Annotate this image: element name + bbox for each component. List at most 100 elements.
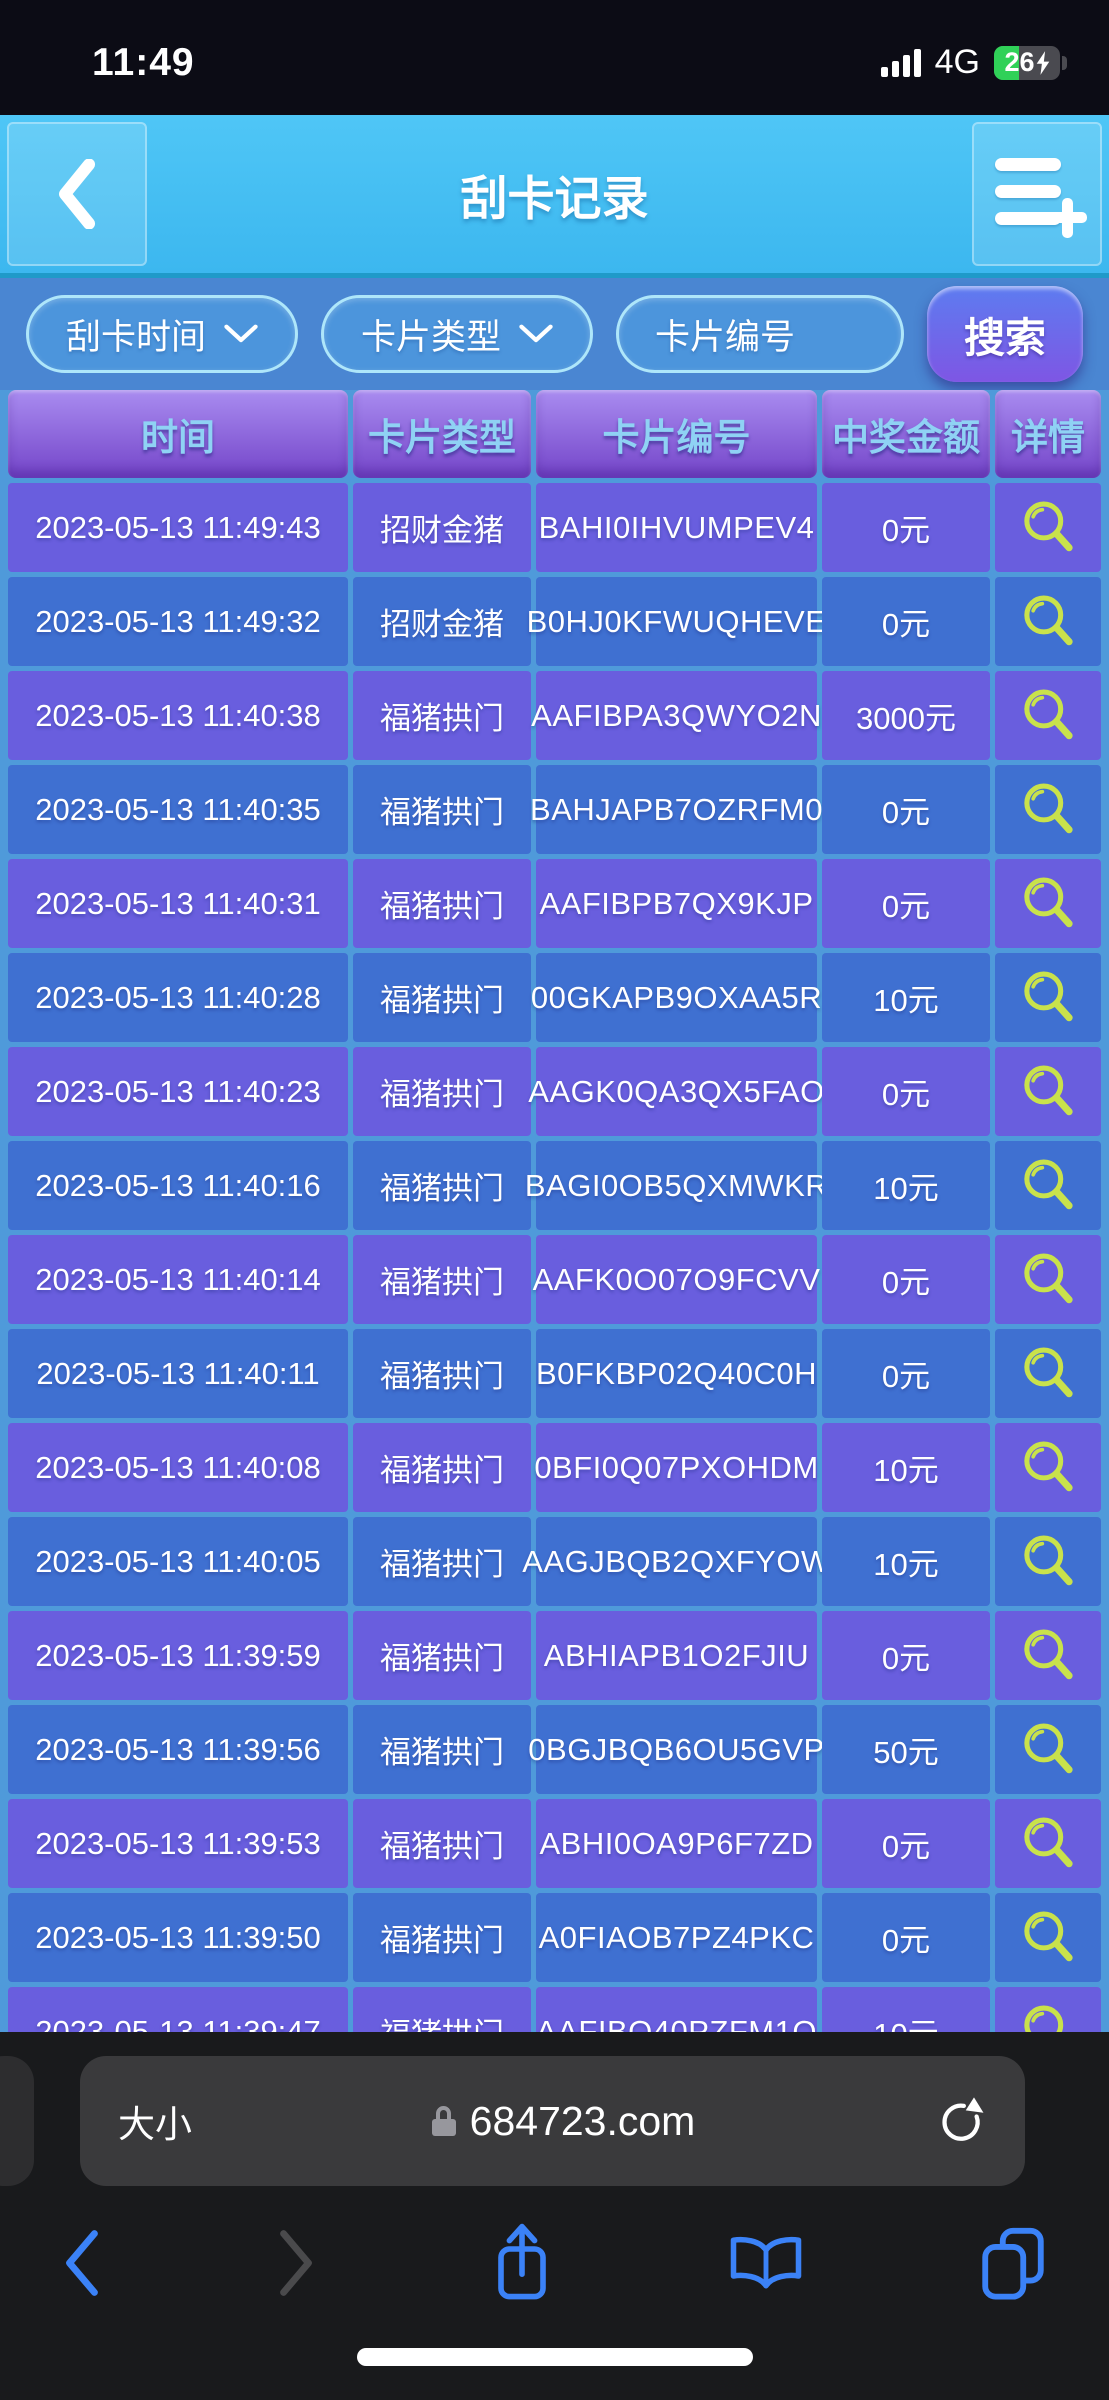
cell-prize-amount: 3000元	[822, 671, 990, 760]
status-time: 11:49	[92, 40, 195, 84]
card-type-filter[interactable]: 卡片类型	[321, 295, 593, 373]
share-button[interactable]	[491, 2221, 553, 2305]
column-header-time: 时间	[8, 390, 348, 478]
cell-prize-amount: 0元	[822, 1893, 990, 1982]
cell-card-number: 00GKAPB9OXAA5R	[531, 953, 822, 1042]
reload-button[interactable]	[935, 2095, 987, 2147]
cell-prize-amount: 0元	[822, 577, 990, 666]
details-button[interactable]	[995, 577, 1101, 666]
magnifier-icon	[1024, 1347, 1073, 1397]
cell-card-number: B0HJ0KFWUQHEVE	[527, 577, 826, 666]
book-icon	[730, 2236, 802, 2289]
cell-prize-amount: 0元	[822, 1329, 990, 1418]
card-number-input[interactable]: 卡片编号	[616, 295, 904, 373]
magnifier-icon	[1024, 1911, 1073, 1961]
previous-tab-peek[interactable]	[0, 2056, 34, 2186]
cell-time: 2023-05-13 11:40:08	[8, 1423, 348, 1512]
battery-percent: 26	[1004, 47, 1035, 77]
back-button[interactable]	[7, 122, 147, 266]
cell-prize-amount: 0元	[822, 1611, 990, 1700]
table-row: 2023-05-13 11:40:14 福猪拱门 AAFK0O07O9FCVV …	[8, 1235, 1101, 1324]
cell-card-type: 福猪拱门	[353, 1893, 531, 1982]
details-button[interactable]	[995, 1329, 1101, 1418]
details-button[interactable]	[995, 859, 1101, 948]
details-button[interactable]	[995, 1235, 1101, 1324]
cell-card-number: AAGK0QA3QX5FAO	[528, 1047, 824, 1136]
magnifier-icon	[1024, 689, 1073, 739]
charging-bolt-icon	[1036, 50, 1049, 75]
cell-time: 2023-05-13 11:49:32	[8, 577, 348, 666]
cell-card-type: 福猪拱门	[353, 1705, 531, 1794]
details-button[interactable]	[995, 1611, 1101, 1700]
bookmarks-button[interactable]	[727, 2230, 805, 2296]
details-button[interactable]	[995, 483, 1101, 572]
table-row: 2023-05-13 11:40:16 福猪拱门 BAGI0OB5QXMWKR …	[8, 1141, 1101, 1230]
cell-prize-amount: 0元	[822, 1047, 990, 1136]
table-row: 2023-05-13 11:40:11 福猪拱门 B0FKBP02Q40C0H …	[8, 1329, 1101, 1418]
cell-card-number: 0BFI0Q07PXOHDM	[534, 1423, 818, 1512]
details-button[interactable]	[995, 765, 1101, 854]
magnifier-icon	[1024, 1441, 1073, 1491]
menu-add-button[interactable]	[972, 122, 1102, 266]
cell-time: 2023-05-13 11:40:05	[8, 1517, 348, 1606]
table-row: 2023-05-13 11:39:53 福猪拱门 ABHI0OA9P6F7ZD …	[8, 1799, 1101, 1888]
tabs-icon	[982, 2227, 1044, 2300]
page-title: 刮卡记录	[460, 171, 649, 225]
cell-card-type: 福猪拱门	[353, 765, 531, 854]
cell-card-number: AAFIBPB7QX9KJP	[536, 859, 817, 948]
table-row: 2023-05-13 11:39:56 福猪拱门 0BGJBQB6OU5GVP …	[8, 1705, 1101, 1794]
battery-fill	[994, 45, 1019, 80]
details-button[interactable]	[995, 953, 1101, 1042]
details-button[interactable]	[995, 1517, 1101, 1606]
cell-card-number: BAHI0IHVUMPEV4	[536, 483, 817, 572]
details-button[interactable]	[995, 1141, 1101, 1230]
magnifier-icon	[1024, 1065, 1073, 1115]
cell-prize-amount: 10元	[822, 953, 990, 1042]
cell-time: 2023-05-13 11:40:35	[8, 765, 348, 854]
cell-time: 2023-05-13 11:40:38	[8, 671, 348, 760]
address-bar[interactable]: 大小 684723.com	[80, 2056, 1025, 2186]
lock-icon	[431, 2106, 456, 2136]
magnifier-icon	[1024, 783, 1073, 833]
cell-card-type: 福猪拱门	[353, 671, 531, 760]
cell-time: 2023-05-13 11:39:59	[8, 1611, 348, 1700]
cell-card-type: 福猪拱门	[353, 1141, 531, 1230]
cell-card-number: B0FKBP02Q40C0H	[536, 1329, 817, 1418]
table-row: 2023-05-13 11:39:50 福猪拱门 A0FIAOB7PZ4PKC …	[8, 1893, 1101, 1982]
battery-icon: 26	[994, 45, 1067, 80]
cell-time: 2023-05-13 11:39:53	[8, 1799, 348, 1888]
cell-card-number: ABHIAPB1O2FJIU	[536, 1611, 817, 1700]
tabs-button[interactable]	[979, 2225, 1047, 2301]
card-type-filter-label: 卡片类型	[360, 317, 501, 357]
cell-card-number: BAHJAPB7OZRFM0	[530, 765, 822, 854]
home-indicator[interactable]	[356, 2348, 753, 2366]
table-row: 2023-05-13 11:40:35 福猪拱门 BAHJAPB7OZRFM0 …	[8, 765, 1101, 854]
details-button[interactable]	[995, 1047, 1101, 1136]
details-button[interactable]	[995, 1799, 1101, 1888]
list-add-icon	[995, 154, 1087, 238]
battery-nub	[1062, 55, 1067, 70]
scratch-time-filter[interactable]: 刮卡时间	[26, 295, 298, 373]
magnifier-icon	[1024, 1253, 1073, 1303]
details-button[interactable]	[995, 1423, 1101, 1512]
browser-forward-icon	[280, 2230, 313, 2296]
cell-card-type: 招财金猪	[353, 577, 531, 666]
text-size-button[interactable]: 大小	[118, 2104, 192, 2145]
status-bar: 11:49 4G 26	[0, 0, 1109, 115]
share-icon	[497, 2223, 546, 2300]
search-button[interactable]: 搜索	[927, 286, 1083, 382]
cell-card-type: 福猪拱门	[353, 953, 531, 1042]
cell-card-type: 福猪拱门	[353, 1047, 531, 1136]
magnifier-icon	[1024, 971, 1073, 1021]
details-button[interactable]	[995, 1705, 1101, 1794]
browser-back-button[interactable]	[62, 2229, 102, 2297]
cell-prize-amount: 0元	[822, 1799, 990, 1888]
reload-icon	[942, 2097, 984, 2141]
cell-time: 2023-05-13 11:40:11	[8, 1329, 348, 1418]
magnifier-icon	[1024, 1535, 1073, 1585]
chevron-down-icon	[519, 324, 553, 343]
browser-forward-button[interactable]	[276, 2229, 316, 2297]
url-text: 684723.com	[469, 2097, 696, 2144]
details-button[interactable]	[995, 1893, 1101, 1982]
details-button[interactable]	[995, 671, 1101, 760]
